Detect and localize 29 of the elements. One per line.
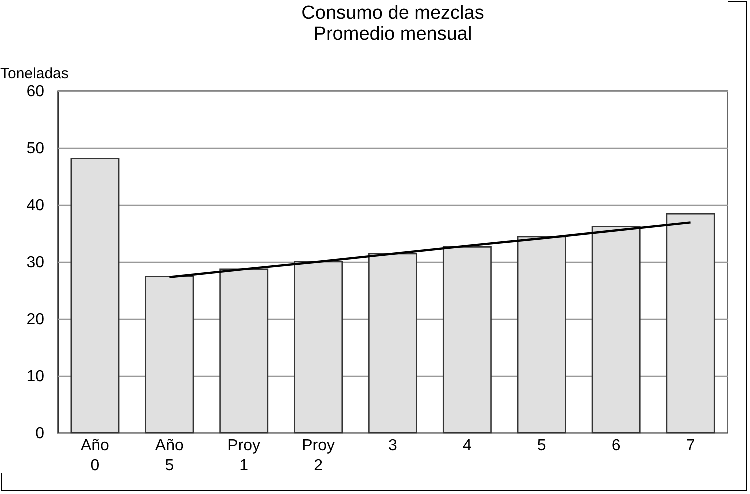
x-tick-label: 5 — [537, 438, 546, 454]
bar — [592, 226, 641, 434]
bar — [145, 276, 194, 434]
y-tick-label: 30 — [26, 254, 45, 272]
x-tick-label: Año 0 — [80, 438, 110, 474]
y-tick-label: 10 — [26, 368, 45, 386]
x-tick-label: 3 — [388, 438, 398, 454]
y-tick-label: 20 — [26, 312, 45, 328]
y-tick-label: 40 — [26, 198, 45, 214]
x-tick-label: 4 — [462, 438, 472, 454]
chart-subtitle: Promedio mensual — [314, 24, 472, 45]
x-tick-label: Proy 1 — [228, 438, 261, 474]
x-tick-label: Año 5 — [155, 438, 184, 474]
bar — [70, 158, 120, 434]
y-tick-label: 60 — [26, 84, 45, 100]
y-tick-label: 50 — [26, 140, 45, 158]
bar — [220, 268, 269, 434]
x-tick-label: 6 — [612, 438, 621, 454]
bar — [666, 213, 716, 434]
y-tick-label: 0 — [36, 426, 45, 442]
chart-title: Consumo de mezclas — [302, 3, 484, 24]
bar — [442, 246, 492, 434]
bar — [368, 253, 418, 434]
bar — [517, 236, 566, 434]
x-tick-label: Proy 2 — [302, 438, 336, 474]
line-series — [168, 222, 692, 278]
x-tick-label: 7 — [686, 438, 696, 454]
y-axis-title: Toneladas — [0, 66, 69, 82]
bar — [294, 261, 344, 434]
